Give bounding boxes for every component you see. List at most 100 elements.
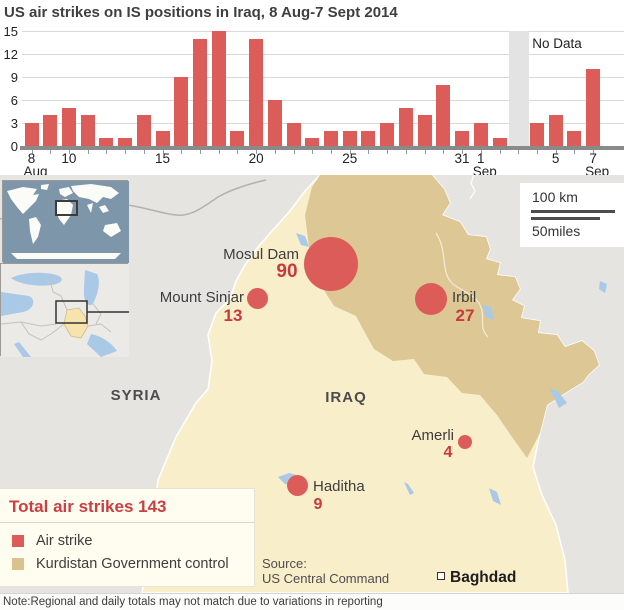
day-tick	[218, 150, 220, 154]
day-tick	[50, 150, 52, 154]
world-locator-inset	[2, 180, 129, 263]
region-locator-inset	[0, 263, 129, 357]
chart-title: US air strikes on IS positions in Iraq, …	[4, 4, 398, 21]
day-tick	[518, 150, 520, 154]
scale-miles-label: 50miles	[532, 223, 581, 239]
day-tick	[387, 150, 389, 154]
map-legend: Total air strikes 143 Air strike Kurdist…	[0, 488, 255, 587]
strike-count-irbil: 27	[455, 306, 475, 325]
footnote: Note:Regional and daily totals may not m…	[0, 593, 624, 610]
legend-divider	[0, 522, 255, 523]
source-attribution: Source: US Central Command	[262, 556, 390, 586]
strike-circle-irbil	[415, 283, 447, 315]
strike-circle-haditha	[286, 474, 308, 496]
strike-count-amerli: 4	[443, 444, 453, 461]
day-tick	[443, 150, 445, 154]
x-tick-label: 8	[27, 151, 36, 166]
bar-15-aug	[155, 130, 170, 146]
baghdad-label: Baghdad	[450, 569, 517, 586]
bar-30-aug	[436, 84, 451, 146]
y-tick-label: 9	[10, 70, 18, 85]
gridline-y3	[22, 123, 624, 124]
y-tick-label: 0	[10, 139, 18, 154]
bar-23-aug	[305, 138, 320, 146]
strike-label-mount-sinjar: Mount Sinjar	[159, 289, 244, 306]
day-tick	[125, 150, 127, 154]
y-tick-label: 6	[10, 93, 18, 108]
bar-26-aug	[361, 130, 376, 146]
y-tick-label: 12	[3, 47, 18, 62]
world-highlight-rectangle	[55, 200, 78, 216]
bar-19-aug	[230, 130, 245, 146]
bar-8-aug	[24, 123, 39, 146]
x-tick-label: 20	[248, 151, 264, 166]
bar-7-sep	[586, 69, 601, 146]
bar-14-aug	[136, 115, 151, 146]
gridline-y15	[22, 31, 624, 32]
day-tick	[293, 150, 295, 154]
day-tick	[462, 150, 464, 154]
world-continents	[7, 184, 121, 259]
day-tick	[256, 150, 258, 154]
day-tick	[574, 150, 576, 154]
kurdistan-swatch	[12, 558, 24, 570]
day-tick	[143, 150, 145, 154]
y-tick-label: 3	[10, 116, 18, 131]
bar-9-aug	[43, 115, 58, 146]
strike-circle-mount-sinjar	[246, 287, 268, 309]
day-tick	[87, 150, 89, 154]
no-data-label: No Data	[532, 36, 582, 51]
label-iraq: IRAQ	[325, 389, 367, 406]
x-axis-line	[20, 146, 624, 150]
scale-miles-bar	[531, 217, 600, 220]
scale-km-label: 100 km	[532, 189, 578, 205]
x-tick-label: 15	[155, 151, 171, 166]
day-tick	[199, 150, 201, 154]
region-borders	[0, 275, 112, 341]
x-tick-label: 1	[477, 151, 485, 166]
day-tick	[237, 150, 239, 154]
region-water	[1, 270, 117, 357]
bar-18-aug	[211, 31, 226, 146]
day-tick	[499, 150, 501, 154]
label-syria: SYRIA	[110, 387, 162, 404]
day-tick	[368, 150, 370, 154]
bar-2-sep	[492, 138, 507, 146]
bar-17-aug	[192, 38, 207, 146]
strike-count-mosul-dam: 90	[276, 261, 298, 282]
baghdad-square-marker	[437, 572, 445, 580]
x-tick-label: 5	[551, 151, 560, 166]
x-tick-label: 7	[589, 151, 597, 166]
strike-circle-amerli	[458, 435, 472, 449]
x-tick-label: 31	[454, 151, 470, 166]
day-tick	[555, 150, 557, 154]
map-scale: 100 km 50miles	[520, 183, 624, 247]
strike-count-haditha: 9	[313, 496, 323, 513]
scale-km-bar	[531, 210, 615, 213]
strike-label-mosul-dam: Mosul Dam	[223, 246, 299, 263]
day-tick	[480, 150, 482, 154]
gridline-y9	[22, 77, 624, 78]
bar-11-aug	[80, 115, 95, 146]
kurdistan-inner-boundary	[435, 232, 489, 338]
bar-12-aug	[99, 138, 114, 146]
day-tick	[274, 150, 276, 154]
bar-27-aug	[380, 123, 395, 146]
strike-count-mount-sinjar: 13	[223, 306, 243, 325]
bar-29-aug	[417, 115, 432, 146]
no-data-band	[508, 31, 529, 146]
strike-label-amerli: Amerli	[411, 427, 454, 444]
air-strike-swatch	[12, 535, 24, 547]
bar-4-sep	[529, 123, 544, 146]
kurdistan-control-area	[305, 175, 599, 458]
day-tick	[331, 150, 333, 154]
day-tick	[312, 150, 314, 154]
x-tick-label: 10	[61, 151, 77, 166]
bar-20-aug	[249, 38, 264, 146]
bar-24-aug	[324, 130, 339, 146]
day-tick	[424, 150, 426, 154]
bar-1-sep	[473, 123, 488, 146]
day-tick	[405, 150, 407, 154]
day-tick	[162, 150, 164, 154]
